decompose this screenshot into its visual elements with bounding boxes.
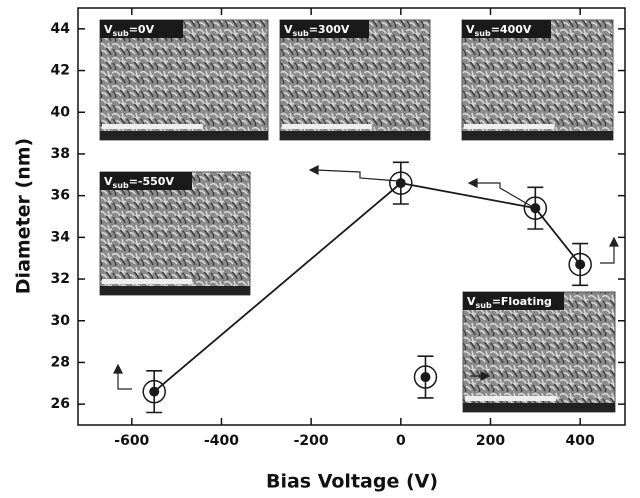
inset-label-bg xyxy=(100,172,192,190)
inset-label-part: sub xyxy=(476,301,492,310)
inset-label-bg xyxy=(100,20,183,38)
sem-image xyxy=(279,19,431,141)
scale-bar xyxy=(100,286,250,295)
y-tick-label: 44 xyxy=(51,21,71,37)
x-tick-label: -200 xyxy=(294,433,329,449)
scale-bar-light xyxy=(282,124,372,129)
inset-label-part: sub xyxy=(475,29,491,38)
sem-image xyxy=(99,171,251,296)
inset-label-part: =300V xyxy=(309,23,350,36)
sem-image xyxy=(461,19,614,141)
inset-label-part: V xyxy=(466,23,475,36)
inset-label-part: =-550V xyxy=(129,175,175,188)
point xyxy=(149,386,160,397)
inset-label-part: sub xyxy=(113,181,129,190)
scale-bar xyxy=(280,131,430,140)
inset-label-part: V xyxy=(104,175,113,188)
insets: Vsub=0V Vsub=300V Vsub=400VVsub=-550VVsub=… xyxy=(99,19,616,413)
scale-bar xyxy=(462,131,613,140)
x-tick-label: -600 xyxy=(114,433,149,449)
inset-label-part: V xyxy=(104,23,113,36)
x-tick-label: 0 xyxy=(396,433,406,449)
inset-label-part: =Floating xyxy=(492,295,552,308)
plot-frame xyxy=(77,7,626,426)
inset-label-part: V xyxy=(284,23,293,36)
inset-label-part: =400V xyxy=(491,23,532,36)
x-axis-title: Bias Voltage (V) xyxy=(266,471,438,493)
scale-bar-light xyxy=(465,396,557,401)
inset-label: Vsub=400V xyxy=(466,23,532,38)
arrows xyxy=(113,165,619,390)
y-tick-label: 36 xyxy=(51,188,70,204)
y-tick-label: 40 xyxy=(51,104,71,120)
sem-image xyxy=(462,291,616,413)
series-line xyxy=(153,182,581,393)
y-tick-label: 38 xyxy=(51,146,70,162)
scale-bar xyxy=(463,403,615,412)
inset-label: Vsub=-550V xyxy=(104,175,174,190)
inset-label: Vsub=Floating xyxy=(467,295,552,310)
x-tick-label: -400 xyxy=(204,433,239,449)
y-axis-title: Diameter (nm) xyxy=(13,138,35,294)
inset-label-part: =0V xyxy=(129,23,155,36)
scale-bar-light xyxy=(102,124,203,129)
scale-bar-light xyxy=(464,124,555,129)
inset-label-bg xyxy=(462,20,551,38)
point-ring xyxy=(142,379,166,404)
x-tick-label: 200 xyxy=(476,433,505,449)
y-tick-label: 42 xyxy=(51,63,70,79)
point xyxy=(530,203,541,214)
y-tick-label: 26 xyxy=(51,396,70,412)
scale-bar xyxy=(100,131,268,140)
point xyxy=(395,178,406,189)
x-tick-label: 400 xyxy=(566,433,595,449)
sem-image xyxy=(99,19,269,141)
inset-label-part: V xyxy=(467,295,476,308)
point xyxy=(575,259,586,270)
y-tick-label: 32 xyxy=(51,271,70,287)
inset-label-part: sub xyxy=(113,29,129,38)
inset-label-bg xyxy=(280,20,369,38)
point-ring xyxy=(389,171,413,195)
point xyxy=(420,372,431,383)
inset-label-part: sub xyxy=(293,29,309,38)
point-ring xyxy=(568,252,592,277)
y-tick-label: 34 xyxy=(51,229,71,245)
point-ring xyxy=(413,365,438,389)
inset-label-bg xyxy=(463,292,564,310)
inset-label: Vsub=300V xyxy=(284,23,350,38)
y-tick-label: 28 xyxy=(51,354,70,370)
y-tick-label: 30 xyxy=(51,313,71,329)
point-ring xyxy=(523,196,548,220)
scale-bar-light xyxy=(102,279,192,284)
inset-label: Vsub=0V xyxy=(104,23,155,38)
